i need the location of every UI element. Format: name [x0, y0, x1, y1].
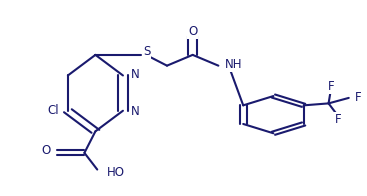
Text: O: O — [188, 25, 197, 38]
Text: O: O — [41, 144, 50, 157]
Text: F: F — [328, 80, 335, 93]
Text: NH: NH — [225, 58, 243, 71]
Text: F: F — [334, 113, 341, 126]
Text: HO: HO — [106, 166, 124, 179]
Text: N: N — [131, 68, 140, 81]
Text: N: N — [131, 105, 140, 118]
Text: S: S — [143, 45, 150, 58]
Text: Cl: Cl — [47, 104, 59, 117]
Text: F: F — [355, 91, 362, 104]
